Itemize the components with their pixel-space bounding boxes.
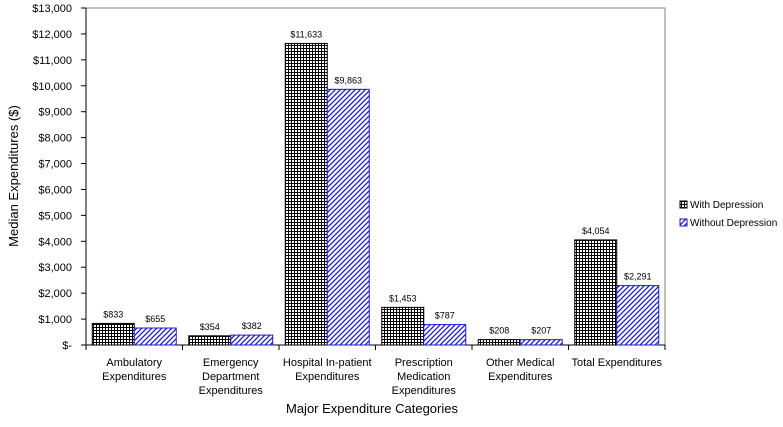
legend-swatch [679, 200, 688, 209]
category-label: Hospital In-patient [283, 357, 372, 369]
category-label: Prescription [395, 357, 453, 369]
y-tick-label: $13,000 [32, 3, 72, 15]
y-tick-label: $10,000 [32, 81, 72, 93]
y-tick-label: $3,000 [38, 262, 72, 274]
legend-label: With Depression [690, 200, 763, 211]
category-label: Other Medical [486, 357, 554, 369]
y-tick-label: $12,000 [32, 29, 72, 41]
y-axis: $- $1,000 $2,000 $3,000 $4,000 $5,000 $6,000 $7… [32, 3, 87, 352]
data-label: $382 [242, 321, 262, 331]
bars [91, 42, 660, 346]
y-tick-label: $5,000 [38, 210, 72, 222]
bar-without-depression [519, 339, 563, 346]
y-tick-label: $1,000 [38, 314, 72, 326]
bar-without-depression [616, 285, 660, 346]
bar-with-depression [574, 239, 618, 346]
y-tick-label: $6,000 [38, 184, 72, 196]
category-labels: Ambulatory Expenditures Emergency Departmen… [102, 357, 662, 397]
x-axis-title: Major Expenditure Categories [286, 401, 458, 416]
data-label: $11,633 [290, 29, 322, 39]
category-label: Expenditures [295, 371, 360, 383]
bar-without-depression [133, 327, 177, 346]
bar-with-depression [477, 339, 521, 346]
category-label: Total Expenditures [572, 357, 663, 369]
data-label: $787 [435, 311, 455, 321]
y-tick-label: $11,000 [33, 55, 72, 67]
y-tick-label: $2,000 [38, 288, 72, 300]
category-label: Expenditures [199, 385, 264, 397]
category-label: Ambulatory [106, 357, 162, 369]
data-label: $4,054 [582, 226, 610, 236]
data-label: $207 [531, 326, 551, 336]
data-label: $655 [145, 314, 165, 324]
legend-label: Without Depression [690, 218, 777, 229]
y-axis-title: Median Expenditures ($) [6, 105, 21, 247]
data-label: $9,863 [334, 75, 362, 85]
data-label: $1,453 [389, 293, 417, 303]
plot-area [85, 7, 666, 346]
category-label: Emergency [203, 357, 259, 369]
bar-without-depression [326, 88, 370, 346]
data-label: $2,291 [624, 272, 652, 282]
data-label: $833 [103, 309, 123, 319]
data-label: $354 [200, 322, 220, 332]
category-label: Medication [397, 371, 450, 383]
y-tick-label: $7,000 [38, 159, 72, 171]
bar-with-depression [91, 322, 135, 346]
y-tick-label: $9,000 [38, 107, 72, 119]
bar-with-depression [284, 42, 328, 346]
category-label: Expenditures [102, 371, 167, 383]
bar-without-depression [423, 324, 467, 346]
data-label: $208 [489, 326, 509, 336]
y-tick-label: $4,000 [38, 236, 72, 248]
x-axis [85, 344, 666, 350]
category-label: Expenditures [392, 385, 457, 397]
bar-without-depression [230, 334, 274, 346]
legend-swatch [679, 218, 688, 227]
category-label: Department [202, 371, 259, 383]
legend: With Depression Without Depression [679, 200, 777, 229]
bar-with-depression [188, 335, 232, 346]
bar-with-depression [381, 306, 425, 346]
data-labels: $833 $655 $354 $382 $11,633 $9,863 $1,453 $787 $… [103, 29, 651, 335]
y-tick-label: $- [62, 340, 72, 352]
y-tick-label: $8,000 [38, 133, 72, 145]
category-label: Expenditures [488, 371, 553, 383]
